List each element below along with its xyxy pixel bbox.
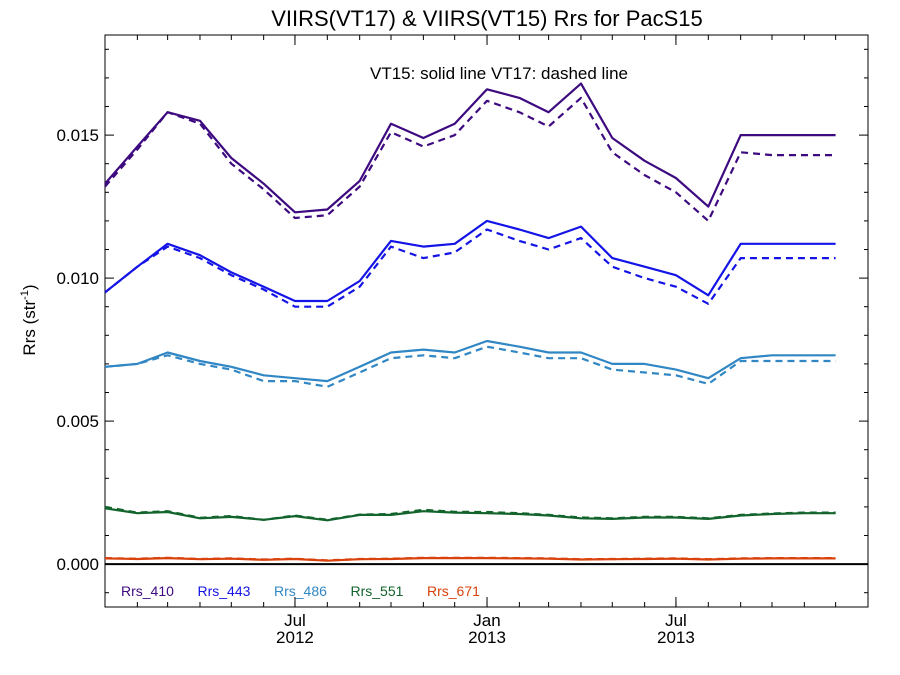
legend: Rrs_410 Rrs_443 Rrs_486 Rrs_551 Rrs_671	[121, 583, 480, 599]
x-tick-label-year: 2012	[276, 628, 314, 647]
y-tick-label: 0.000	[56, 555, 99, 574]
series-rrs_410-solid	[104, 82, 836, 214]
y-axis-label-end: )	[20, 284, 39, 290]
line-style-annotation: VT15: solid line VT17: dashed line	[370, 64, 628, 83]
series-rrs_486-dashed	[104, 345, 836, 388]
x-tick-label-year: 2013	[657, 628, 695, 647]
legend-item-rrs_551: Rrs_551	[351, 583, 404, 599]
series-rrs_486-solid	[104, 339, 836, 383]
chart-title: VIIRS(VT17) & VIIRS(VT15) Rrs for PacS15	[271, 6, 703, 31]
y-tick-label: 0.015	[56, 126, 99, 145]
y-axis: 0.000 0.005 0.010 0.015	[56, 48, 868, 594]
series-rrs_551-solid	[104, 507, 836, 522]
y-axis-label: Rrs (str-1)	[19, 284, 39, 355]
y-axis-label-main: Rrs (str	[20, 300, 39, 356]
legend-item-rrs_671: Rrs_671	[427, 583, 480, 599]
y-tick-label: 0.010	[56, 269, 99, 288]
y-tick-label: 0.005	[56, 412, 99, 431]
series-rrs_410-dashed	[104, 96, 836, 222]
series-rrs_671-dashed	[104, 556, 836, 562]
series-layer	[104, 82, 868, 566]
x-tick-label-month: Jul	[284, 611, 306, 630]
plot-area	[104, 34, 869, 608]
legend-item-rrs_443: Rrs_443	[198, 583, 251, 599]
x-tick-label-year: 2013	[468, 628, 506, 647]
plot-frame-border	[104, 34, 869, 608]
legend-item-rrs_410: Rrs_410	[121, 583, 174, 599]
legend-item-rrs_486: Rrs_486	[274, 583, 327, 599]
x-tick-label-month: Jan	[473, 611, 500, 630]
y-axis-label-sup: -1	[19, 290, 31, 300]
x-tick-label-month: Jul	[665, 611, 687, 630]
series-rrs_443-solid	[104, 219, 836, 303]
series-rrs_551-dashed	[104, 505, 836, 521]
series-rrs_443-dashed	[104, 228, 836, 308]
